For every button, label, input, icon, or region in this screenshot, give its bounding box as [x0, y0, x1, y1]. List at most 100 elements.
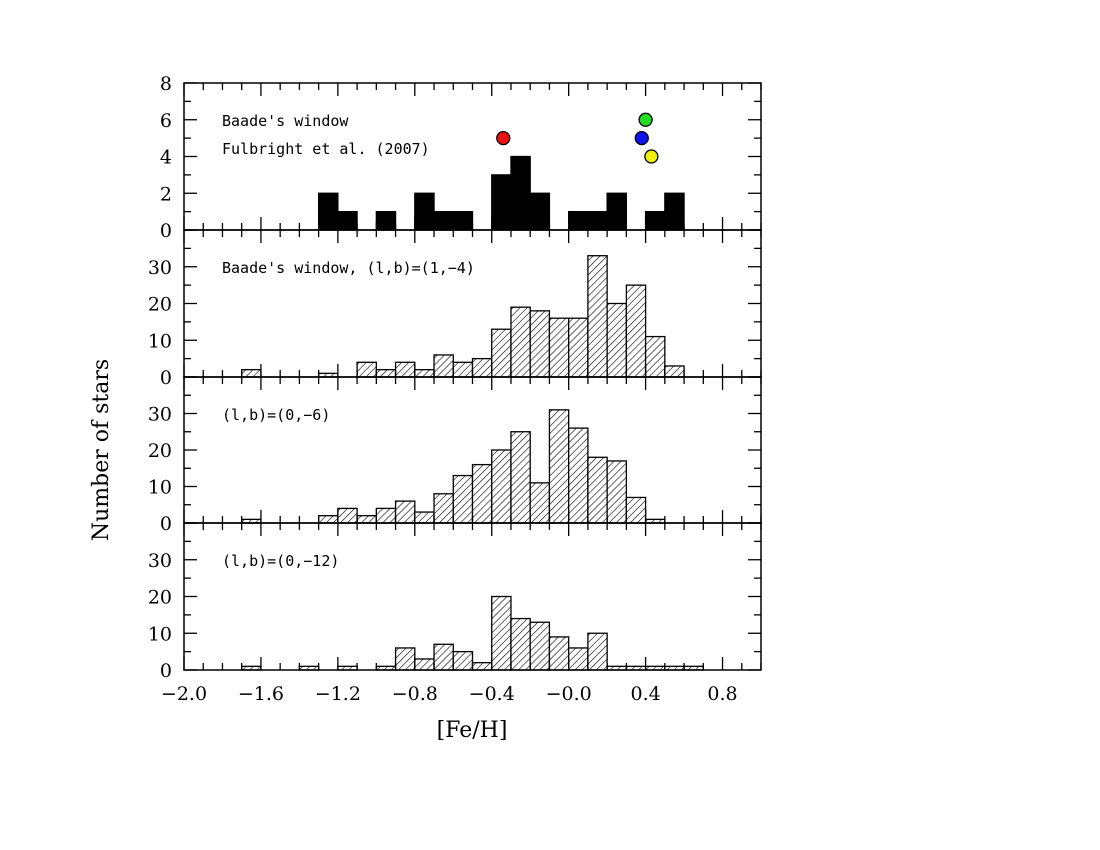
panel-2: 0 10 20 30 Baade's window, (l,b)=(1,−4): [148, 229, 762, 389]
histogram-bar: [548, 636, 570, 671]
y-axis-title: Number of stars: [89, 359, 114, 541]
x-tick-label: −0.8: [392, 683, 438, 705]
panel-3: 0 10 20 30 (l,b)=(0,−6): [148, 376, 762, 535]
histogram-bar: [414, 658, 435, 671]
histogram-bar: [356, 361, 377, 378]
y-tick-label: 30: [148, 550, 172, 572]
x-tick-label: −1.2: [315, 683, 361, 705]
histogram-bar: [491, 595, 512, 671]
y-tick-label: 0: [160, 367, 172, 389]
histogram-bar: [337, 507, 358, 524]
histogram-bar: [529, 482, 551, 524]
histogram-bar: [414, 192, 435, 231]
panel-1: 0 2 4 6 8 Baade's window Fulbright et al. (200…: [160, 73, 762, 242]
histogram-bar: [414, 368, 435, 378]
x-tick-label: 0.8: [707, 683, 737, 705]
histogram-bar: [452, 650, 474, 671]
y-tick-label: 30: [148, 257, 172, 279]
histogram-bar: [568, 210, 589, 231]
histogram-bar: [587, 456, 608, 524]
data-point: [634, 130, 649, 146]
histogram-bar: [625, 284, 647, 378]
histogram-bar: [491, 328, 512, 378]
histogram-bar: [471, 662, 493, 671]
y-tick-label: 10: [148, 477, 172, 499]
panel-annotation: Baade's window, (l,b)=(1,−4): [222, 259, 475, 277]
histogram-bar: [471, 463, 493, 524]
x-tick-label: −2.0: [161, 683, 207, 705]
histogram-bar: [375, 507, 397, 524]
x-tick-label: −1.6: [238, 683, 284, 705]
histogram-bar: [587, 210, 608, 231]
histogram-bar: [529, 621, 551, 671]
histogram-bar: [394, 647, 416, 671]
y-tick-label: 2: [160, 183, 172, 205]
histogram-bar: [414, 511, 435, 524]
histogram-panels: 0 2 4 6 8 Baade's window Fulbright et al. (200…: [148, 73, 762, 705]
y-tick-label: 20: [148, 294, 172, 316]
histogram-bar: [644, 210, 666, 231]
y-tick-label: 0: [160, 220, 172, 242]
histogram-bar: [452, 210, 474, 231]
y-tick-label: 30: [148, 404, 172, 426]
histogram-bar: [548, 409, 570, 524]
y-tick-label: 20: [148, 587, 172, 609]
y-tick-label: 8: [160, 73, 172, 95]
histogram-bar: [568, 427, 589, 524]
histogram-bar: [664, 365, 685, 378]
x-tick-label: −0.0: [546, 683, 592, 705]
histogram-bar: [606, 460, 628, 524]
histogram-bar: [394, 500, 416, 524]
histogram-bar: [510, 431, 531, 524]
histogram-bar: [241, 368, 262, 378]
y-tick-label: 10: [148, 623, 172, 645]
histogram-bar: [375, 368, 397, 378]
x-axis-title: [Fe/H]: [437, 718, 508, 743]
histogram-bar: [587, 632, 608, 671]
histogram-bar: [471, 357, 493, 378]
histogram-bar: [529, 192, 551, 231]
histogram-bar: [491, 174, 512, 231]
histogram-bar: [510, 306, 531, 378]
histogram-bar: [375, 210, 397, 231]
histogram-bar: [529, 310, 551, 378]
histogram-bar: [337, 210, 358, 231]
histogram-bar: [491, 449, 512, 524]
histogram-bar: [433, 643, 454, 671]
panel-annotation: (l,b)=(0,−12): [222, 552, 339, 570]
data-point: [638, 112, 653, 127]
panel-annotation: Fulbright et al. (2007): [222, 140, 430, 158]
panel-annotation: Baade's window: [222, 112, 349, 130]
y-tick-label: 6: [160, 110, 172, 132]
histogram-bar: [433, 210, 454, 231]
histogram-bar: [568, 317, 589, 378]
histogram-bar: [548, 317, 570, 378]
y-tick-label: 0: [160, 513, 172, 535]
histogram-bar: [568, 647, 589, 671]
panel-frame: [183, 522, 762, 671]
histogram-bar: [356, 515, 377, 524]
histogram-bar: [664, 192, 685, 231]
histogram-bar: [606, 192, 628, 231]
histogram-bar: [317, 192, 339, 231]
panel-frame: [183, 229, 762, 378]
x-tick-label: −0.4: [469, 683, 515, 705]
histogram-bar: [587, 255, 608, 378]
histogram-bar: [625, 496, 647, 524]
panel-annotation: (l,b)=(0,−6): [222, 406, 330, 424]
histogram-bar: [510, 617, 531, 671]
histogram-bar: [452, 474, 474, 524]
histogram-bar: [433, 354, 454, 378]
data-point: [496, 130, 511, 146]
histogram-bar: [433, 493, 454, 524]
data-point: [644, 149, 659, 164]
histogram-bar: [317, 515, 339, 524]
y-tick-label: 4: [160, 147, 172, 169]
histogram-bar: [606, 302, 628, 378]
histogram-bar: [510, 155, 531, 231]
y-tick-label: 0: [160, 660, 172, 682]
panel-4: 0 10 20 30 (l,b)=(0,−12) −2.0 −1.6 −1.2 −0.8 −0.4…: [148, 522, 762, 705]
histogram-bar: [644, 335, 666, 378]
y-tick-label: 10: [148, 330, 172, 352]
